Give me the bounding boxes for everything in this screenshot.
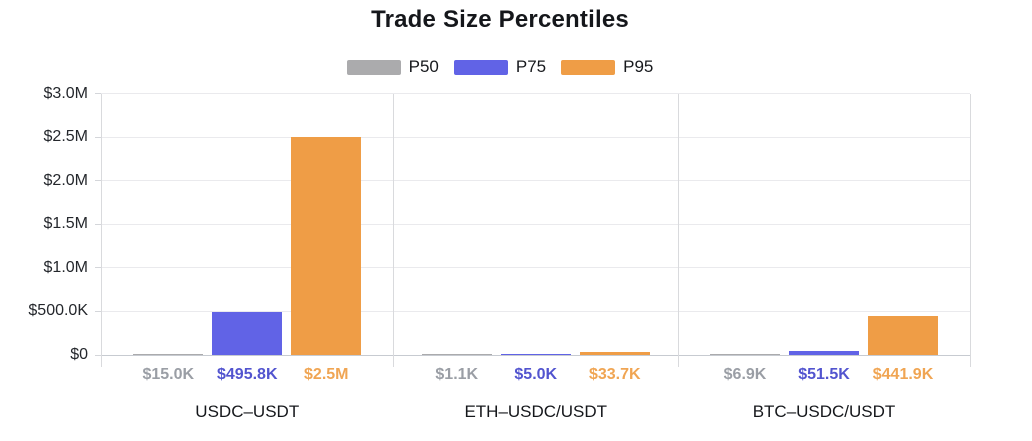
- y-axis-tick: [95, 93, 101, 94]
- plot-right-border: [969, 93, 971, 367]
- value-label-p50-eth-usdc-usdt: $1.1K: [435, 366, 479, 383]
- bar-p95-btc-usdc-usdt: [868, 316, 938, 355]
- legend-item-p75[interactable]: P75: [453, 57, 547, 77]
- y-axis-label: $0: [70, 346, 88, 363]
- y-axis-tick: [95, 136, 101, 138]
- bar-p50-usdc-usdt: [133, 353, 204, 355]
- gridline: [101, 93, 970, 94]
- bar-p50-btc-usdc-usdt: [710, 353, 780, 355]
- bar-p95-eth-usdc-usdt: [579, 352, 650, 355]
- y-axis-tick: [95, 223, 101, 225]
- y-axis-label: $3.0M: [43, 84, 88, 102]
- x-axis-line: [101, 354, 970, 356]
- gridline: [101, 180, 970, 182]
- panel-separator: [393, 93, 394, 367]
- value-label-p75-eth-usdc-usdt: $5.0K: [514, 366, 558, 383]
- gridline: [101, 223, 970, 225]
- legend-label-p95: P95: [623, 57, 654, 76]
- value-label-p50-btc-usdc-usdt: $6.9K: [723, 366, 767, 383]
- gridline: [101, 310, 970, 312]
- gridline: [101, 267, 970, 269]
- legend-label-p50: P50: [408, 57, 439, 76]
- category-label-btc-usdc-usdt: BTC–USDC/USDT: [752, 402, 896, 421]
- bar-p50-eth-usdc-usdt: [421, 353, 492, 355]
- y-axis-tick: [95, 180, 101, 182]
- legend-swatch-p75-icon: [453, 59, 508, 75]
- value-label-p75-usdc-usdt: $495.8K: [217, 366, 278, 383]
- value-label-p75-btc-usdc-usdt: $51.5K: [798, 366, 850, 383]
- y-axis-label: $2.0M: [43, 171, 88, 189]
- chart-title: Trade Size Percentiles: [371, 6, 629, 33]
- y-axis-tick: [95, 267, 101, 269]
- category-label-usdc-usdt: USDC–USDT: [195, 402, 300, 421]
- value-label-p50-usdc-usdt: $15.0K: [142, 366, 195, 383]
- chart-legend: P50 P75 P95: [0, 57, 1000, 77]
- bar-p95-usdc-usdt: [291, 137, 362, 355]
- y-axis-label: $1.0M: [43, 258, 88, 276]
- gridline: [101, 136, 970, 138]
- legend-swatch-p95-icon: [561, 59, 616, 75]
- legend-swatch-p50-icon: [346, 59, 401, 75]
- value-label-p95-usdc-usdt: $2.5M: [304, 366, 349, 383]
- legend-label-p75: P75: [515, 57, 547, 76]
- y-axis-line: [100, 93, 102, 367]
- y-axis-label: $2.5M: [43, 128, 88, 146]
- y-axis-label: $500.0K: [28, 302, 88, 320]
- y-axis-tick: [95, 354, 101, 356]
- category-label-eth-usdc-usdt: ETH–USDC/USDT: [464, 402, 608, 421]
- y-axis-label: $1.5M: [43, 215, 88, 233]
- y-axis-tick: [95, 310, 101, 312]
- bar-p75-usdc-usdt: [212, 311, 283, 355]
- legend-item-p50[interactable]: P50: [346, 57, 439, 77]
- value-label-p95-eth-usdc-usdt: $33.7K: [588, 366, 641, 383]
- value-label-p95-btc-usdc-usdt: $441.9K: [872, 366, 934, 383]
- bar-p75-eth-usdc-usdt: [500, 353, 571, 355]
- legend-item-p95[interactable]: P95: [561, 57, 653, 77]
- bar-p75-btc-usdc-usdt: [789, 350, 859, 355]
- panel-separator: [677, 93, 679, 367]
